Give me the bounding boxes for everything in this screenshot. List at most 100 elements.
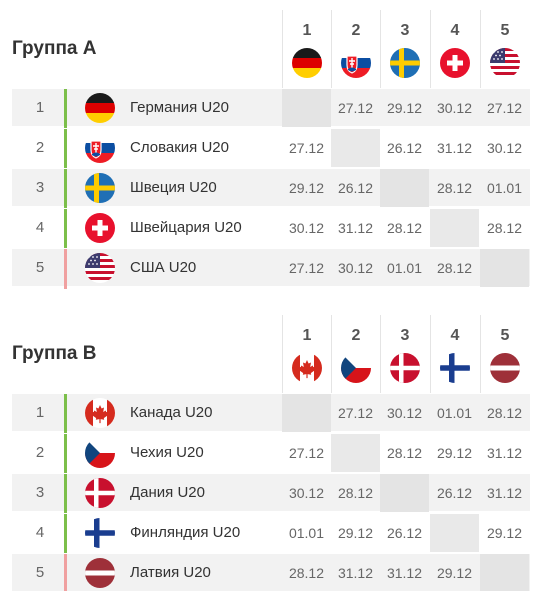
- match-date[interactable]: 29.12: [436, 445, 473, 461]
- canada-flag-icon: [292, 353, 322, 383]
- match-date[interactable]: 27.12: [337, 405, 374, 421]
- rank-number: 5: [35, 259, 45, 276]
- column-number: 2: [351, 22, 361, 39]
- match-date[interactable]: 29.12: [337, 525, 374, 541]
- match-date[interactable]: 01.01: [288, 525, 325, 541]
- column-header: 4: [430, 10, 478, 88]
- column-number: 4: [450, 22, 460, 39]
- team-name[interactable]: Швейцария U20: [130, 219, 242, 236]
- match-date[interactable]: 28.12: [436, 180, 473, 196]
- column-number: 3: [400, 327, 410, 344]
- match-date[interactable]: 27.12: [288, 445, 325, 461]
- column-header: 1: [282, 315, 330, 393]
- match-date[interactable]: 31.12: [337, 220, 374, 236]
- latvia-flag-icon: [490, 353, 520, 383]
- match-date[interactable]: 01.01: [436, 405, 473, 421]
- group-title: Группа А: [12, 38, 97, 59]
- match-date[interactable]: 28.12: [486, 405, 523, 421]
- table-row[interactable]: 4 Швейцария U20 30.12 31.12 28.12 28.12: [12, 208, 530, 249]
- match-date[interactable]: 28.12: [436, 260, 473, 276]
- team-name[interactable]: Дания U20: [130, 484, 205, 501]
- switzerland-flag-icon: [440, 48, 470, 78]
- finland-flag-icon: [440, 353, 470, 383]
- empty-cell: [430, 514, 479, 552]
- column-header: 3: [380, 315, 428, 393]
- table-row[interactable]: 5 Латвия U20 28.12 31.12 31.12 29.12: [12, 553, 530, 591]
- column-header: 5: [480, 10, 528, 88]
- table-row[interactable]: 3 Дания U20 30.12 28.12 26.12 31.12: [12, 473, 530, 514]
- match-date[interactable]: 29.12: [288, 180, 325, 196]
- empty-cell: [380, 474, 429, 512]
- match-date[interactable]: 31.12: [337, 565, 374, 581]
- table-row[interactable]: 1 Германия U20 27.12 29.12 30.12 27.12: [12, 88, 530, 129]
- table-row[interactable]: 2 Чехия U20 27.12 28.12 29.12 31.12: [12, 433, 530, 474]
- team-name[interactable]: Канада U20: [130, 404, 213, 421]
- match-date[interactable]: 30.12: [436, 100, 473, 116]
- match-date[interactable]: 26.12: [386, 525, 423, 541]
- rank-number: 5: [35, 564, 45, 581]
- match-date[interactable]: 01.01: [486, 180, 523, 196]
- column-header: 1: [282, 10, 330, 88]
- team-name[interactable]: Финляндия U20: [130, 524, 241, 541]
- team-name[interactable]: Швеция U20: [130, 179, 217, 196]
- team-name[interactable]: США U20: [130, 259, 197, 276]
- qualification-bar: [64, 89, 67, 129]
- column-number: 5: [500, 327, 510, 344]
- rank-number: 4: [35, 524, 45, 541]
- czechia-flag-icon: [341, 353, 371, 383]
- qualification-bar: [64, 129, 67, 169]
- match-date[interactable]: 31.12: [436, 140, 473, 156]
- match-date[interactable]: 28.12: [288, 565, 325, 581]
- rank-number: 4: [35, 219, 45, 236]
- column-number: 3: [400, 22, 410, 39]
- match-date[interactable]: 26.12: [386, 140, 423, 156]
- empty-cell: [282, 89, 331, 127]
- match-date[interactable]: 28.12: [386, 220, 423, 236]
- match-date[interactable]: 31.12: [486, 445, 523, 461]
- match-date[interactable]: 28.12: [386, 445, 423, 461]
- table-row[interactable]: 4 Финляндия U20 01.01 29.12 26.12 29.12: [12, 513, 530, 554]
- switzerland-flag-icon: [85, 213, 115, 243]
- match-date[interactable]: 26.12: [337, 180, 374, 196]
- match-date[interactable]: 30.12: [386, 405, 423, 421]
- column-number: 2: [351, 327, 361, 344]
- match-date[interactable]: 30.12: [288, 485, 325, 501]
- table-row[interactable]: 2 Словакия U20 27.12 26.12 31.12 30.12: [12, 128, 530, 169]
- match-date[interactable]: 29.12: [486, 525, 523, 541]
- group-title: Группа B: [12, 343, 97, 364]
- match-date[interactable]: 31.12: [486, 485, 523, 501]
- match-date[interactable]: 29.12: [436, 565, 473, 581]
- column-number: 5: [500, 22, 510, 39]
- table-row[interactable]: 5 США U20 27.12 30.12 01.01 28.12: [12, 248, 530, 289]
- column-number: 4: [450, 327, 460, 344]
- rank-number: 1: [35, 404, 45, 421]
- team-name[interactable]: Чехия U20: [130, 444, 204, 461]
- empty-cell: [430, 209, 479, 247]
- column-header: 2: [331, 315, 379, 393]
- team-name[interactable]: Германия U20: [130, 99, 229, 116]
- match-date[interactable]: 31.12: [386, 565, 423, 581]
- team-name[interactable]: Латвия U20: [130, 564, 211, 581]
- team-name[interactable]: Словакия U20: [130, 139, 229, 156]
- table-row[interactable]: 1 Канада U20 27.12 30.12 01.01 28.12: [12, 393, 530, 434]
- match-date[interactable]: 27.12: [337, 100, 374, 116]
- match-date[interactable]: 27.12: [288, 260, 325, 276]
- rank-number: 3: [35, 179, 45, 196]
- rank-number: 2: [35, 139, 45, 156]
- match-date[interactable]: 01.01: [386, 260, 423, 276]
- match-date[interactable]: 29.12: [386, 100, 423, 116]
- match-date[interactable]: 28.12: [486, 220, 523, 236]
- match-date[interactable]: 27.12: [486, 100, 523, 116]
- match-date[interactable]: 30.12: [337, 260, 374, 276]
- finland-flag-icon: [85, 518, 115, 548]
- table-row[interactable]: 3 Швеция U20 29.12 26.12 28.12 01.01: [12, 168, 530, 209]
- match-date[interactable]: 30.12: [288, 220, 325, 236]
- germany-flag-icon: [85, 93, 115, 123]
- match-date[interactable]: 28.12: [337, 485, 374, 501]
- match-date[interactable]: 27.12: [288, 140, 325, 156]
- match-date[interactable]: 30.12: [486, 140, 523, 156]
- qualification-bar: [64, 394, 67, 434]
- denmark-flag-icon: [85, 478, 115, 508]
- empty-cell: [380, 169, 429, 207]
- match-date[interactable]: 26.12: [436, 485, 473, 501]
